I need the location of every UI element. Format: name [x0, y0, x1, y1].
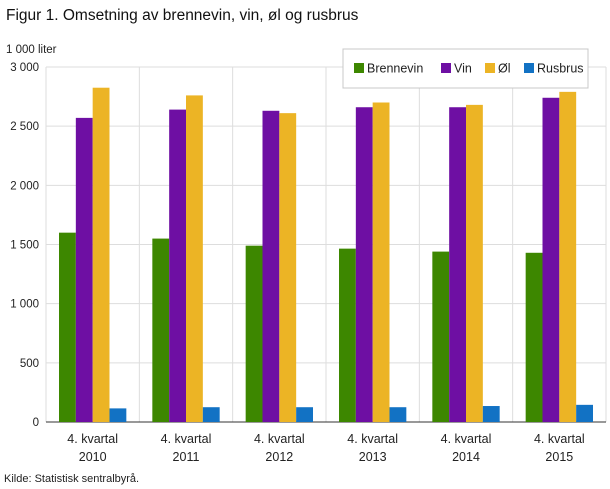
bar-rusbrus	[109, 408, 127, 422]
bar-brennevin	[59, 232, 76, 422]
x-tick-label: 4. kvartal	[67, 432, 118, 446]
x-tick-label: 2012	[265, 450, 293, 464]
y-tick-label: 3 000	[10, 62, 39, 74]
legend-swatch	[524, 63, 534, 73]
bar-øl	[466, 104, 483, 422]
x-tick-label: 4. kvartal	[441, 432, 492, 446]
bar-brennevin	[432, 251, 450, 422]
x-tick-label: 2014	[452, 450, 480, 464]
chart-title: Figur 1. Omsetning av brennevin, vin, øl…	[6, 7, 359, 24]
bar-øl	[186, 95, 203, 423]
source-note: Kilde: Statistisk sentralbyrå.	[4, 473, 140, 485]
x-axis: 4. kvartal 2010 4. kvartal 2011 4. kvartal 20…	[67, 432, 584, 464]
bar-chart: 0 500 1 000 1 500 2 000 2 500 3 000 1 000 liter…	[6, 44, 607, 464]
legend-label: Vin	[454, 62, 472, 76]
bar-rusbrus	[482, 406, 500, 422]
y-tick-label: 2 000	[10, 180, 39, 192]
bar-vin	[449, 107, 466, 422]
y-tick-label: 2 500	[10, 121, 39, 133]
grid-lines	[45, 66, 607, 423]
bar-brennevin	[245, 245, 263, 422]
bar-vin	[542, 97, 560, 423]
legend-label: Brennevin	[367, 62, 423, 76]
legend-box	[342, 48, 589, 89]
x-tick-label: 2010	[79, 450, 107, 464]
x-tick-label: 4. kvartal	[161, 432, 212, 446]
legend-swatch	[354, 63, 364, 73]
y-tick-label: 0	[33, 417, 39, 429]
y-axis-label: 1 000 liter	[6, 44, 57, 56]
y-axis: 0 500 1 000 1 500 2 000 2 500 3 000 1 000 liter	[6, 44, 606, 429]
legend-swatch	[441, 63, 451, 73]
y-tick-label: 1 500	[10, 240, 39, 252]
legend-label: Øl	[498, 62, 511, 76]
bar-øl	[372, 102, 390, 422]
bar-brennevin	[339, 248, 356, 422]
x-tick-label: 2013	[359, 450, 387, 464]
bar-vin	[355, 107, 373, 422]
bar-brennevin	[152, 238, 170, 422]
x-tick-label: 2015	[545, 450, 573, 464]
x-tick-label: 4. kvartal	[254, 432, 305, 446]
x-tick-label: 2011	[173, 450, 200, 464]
legend-swatch	[485, 63, 495, 73]
legend-label: Rusbrus	[537, 62, 584, 76]
bar-øl	[559, 91, 577, 422]
bars	[59, 87, 593, 423]
bar-øl	[92, 87, 110, 422]
y-tick-label: 500	[20, 358, 39, 370]
bar-rusbrus	[389, 407, 407, 422]
bar-vin	[262, 110, 280, 423]
y-tick-label: 1 000	[10, 299, 39, 311]
bar-rusbrus	[576, 404, 593, 422]
x-tick-label: 4. kvartal	[347, 432, 398, 446]
bar-rusbrus	[296, 407, 313, 422]
bar-vin	[169, 109, 186, 422]
legend: Brennevin Vin Øl Rusbrus	[342, 48, 589, 89]
bar-brennevin	[525, 252, 543, 422]
x-tick-label: 4. kvartal	[534, 432, 585, 446]
bar-vin	[75, 117, 93, 422]
bar-rusbrus	[202, 407, 220, 422]
bar-øl	[279, 113, 297, 423]
